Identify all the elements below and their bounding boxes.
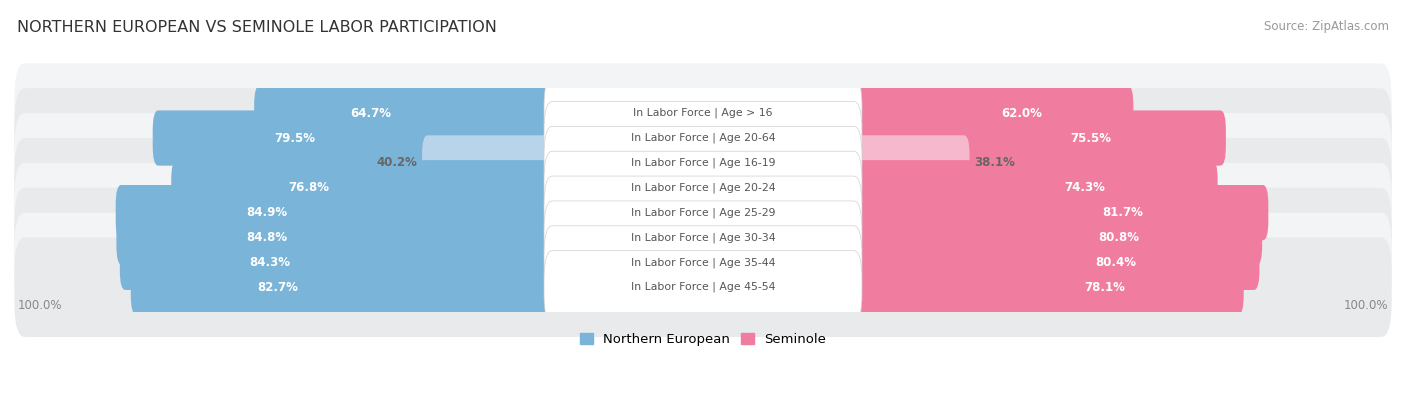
Text: In Labor Force | Age 16-19: In Labor Force | Age 16-19	[631, 158, 775, 168]
FancyBboxPatch shape	[115, 185, 709, 240]
FancyBboxPatch shape	[697, 260, 1244, 315]
Text: 100.0%: 100.0%	[1344, 299, 1388, 312]
FancyBboxPatch shape	[697, 210, 1263, 265]
Text: 64.7%: 64.7%	[350, 107, 391, 120]
FancyBboxPatch shape	[544, 176, 862, 249]
FancyBboxPatch shape	[14, 64, 1392, 163]
Text: In Labor Force | Age > 16: In Labor Force | Age > 16	[633, 108, 773, 118]
Text: In Labor Force | Age 25-29: In Labor Force | Age 25-29	[631, 207, 775, 218]
FancyBboxPatch shape	[254, 86, 709, 141]
Text: In Labor Force | Age 20-24: In Labor Force | Age 20-24	[631, 182, 775, 193]
FancyBboxPatch shape	[422, 135, 709, 190]
FancyBboxPatch shape	[697, 135, 970, 190]
FancyBboxPatch shape	[14, 163, 1392, 262]
FancyBboxPatch shape	[544, 251, 862, 324]
FancyBboxPatch shape	[544, 151, 862, 224]
FancyBboxPatch shape	[131, 260, 709, 315]
Text: NORTHERN EUROPEAN VS SEMINOLE LABOR PARTICIPATION: NORTHERN EUROPEAN VS SEMINOLE LABOR PART…	[17, 20, 496, 35]
Text: 74.3%: 74.3%	[1064, 181, 1105, 194]
Text: 82.7%: 82.7%	[257, 281, 298, 294]
Text: 38.1%: 38.1%	[974, 156, 1015, 169]
FancyBboxPatch shape	[14, 188, 1392, 287]
Text: 80.8%: 80.8%	[1098, 231, 1139, 244]
Text: 62.0%: 62.0%	[1001, 107, 1042, 120]
FancyBboxPatch shape	[544, 102, 862, 175]
Text: 84.9%: 84.9%	[246, 206, 287, 219]
Text: 84.3%: 84.3%	[249, 256, 290, 269]
Text: In Labor Force | Age 45-54: In Labor Force | Age 45-54	[631, 282, 775, 292]
Text: 100.0%: 100.0%	[18, 299, 62, 312]
FancyBboxPatch shape	[697, 160, 1218, 215]
FancyBboxPatch shape	[120, 235, 709, 290]
FancyBboxPatch shape	[14, 113, 1392, 213]
Text: 76.8%: 76.8%	[288, 181, 329, 194]
Text: 78.1%: 78.1%	[1084, 281, 1125, 294]
FancyBboxPatch shape	[14, 88, 1392, 188]
Text: In Labor Force | Age 35-44: In Labor Force | Age 35-44	[631, 257, 775, 268]
FancyBboxPatch shape	[117, 210, 709, 265]
Text: In Labor Force | Age 30-34: In Labor Force | Age 30-34	[631, 232, 775, 243]
FancyBboxPatch shape	[14, 138, 1392, 237]
Text: 80.4%: 80.4%	[1095, 256, 1136, 269]
FancyBboxPatch shape	[153, 111, 709, 166]
FancyBboxPatch shape	[14, 237, 1392, 337]
FancyBboxPatch shape	[697, 185, 1268, 240]
Text: 81.7%: 81.7%	[1102, 206, 1143, 219]
FancyBboxPatch shape	[697, 235, 1260, 290]
FancyBboxPatch shape	[697, 111, 1226, 166]
FancyBboxPatch shape	[14, 213, 1392, 312]
Text: In Labor Force | Age 20-64: In Labor Force | Age 20-64	[631, 133, 775, 143]
Text: 40.2%: 40.2%	[377, 156, 418, 169]
FancyBboxPatch shape	[544, 226, 862, 299]
Legend: Northern European, Seminole: Northern European, Seminole	[579, 333, 827, 346]
FancyBboxPatch shape	[544, 201, 862, 274]
FancyBboxPatch shape	[697, 86, 1133, 141]
Text: Source: ZipAtlas.com: Source: ZipAtlas.com	[1264, 20, 1389, 33]
FancyBboxPatch shape	[544, 126, 862, 199]
FancyBboxPatch shape	[544, 77, 862, 150]
Text: 79.5%: 79.5%	[274, 132, 315, 145]
FancyBboxPatch shape	[172, 160, 709, 215]
Text: 84.8%: 84.8%	[246, 231, 288, 244]
Text: 75.5%: 75.5%	[1070, 132, 1112, 145]
